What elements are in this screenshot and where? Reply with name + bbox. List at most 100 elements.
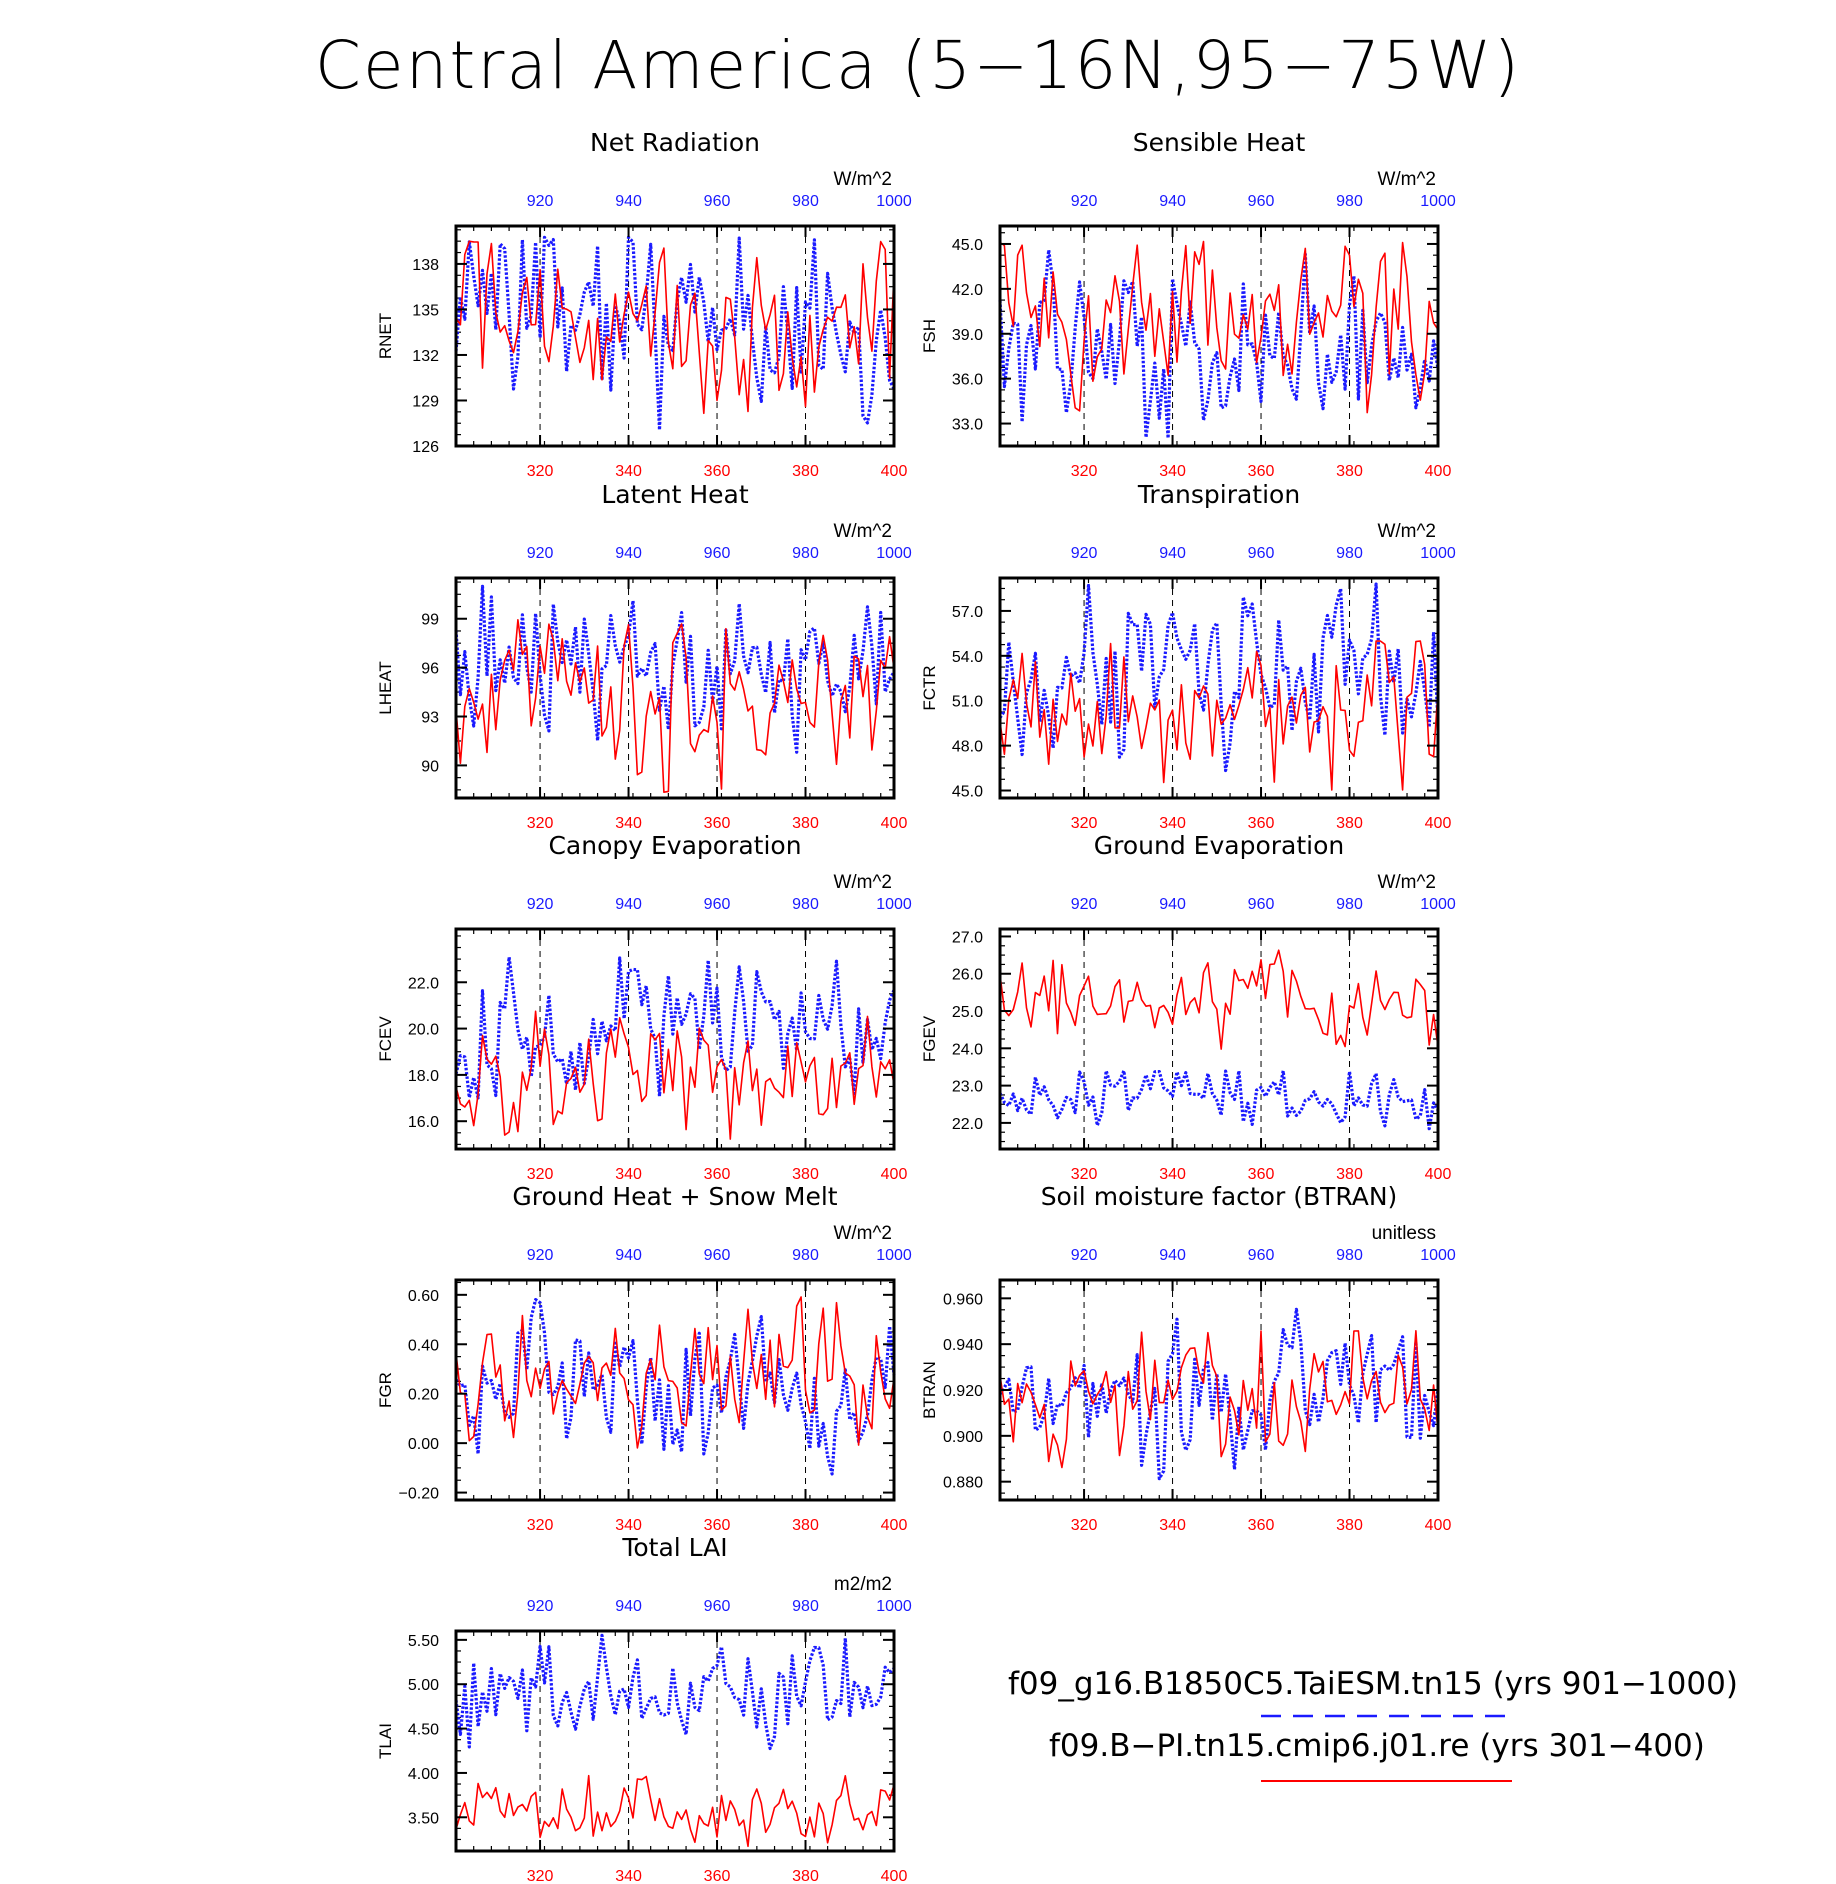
x-top-tick-label: 920 <box>1071 896 1098 913</box>
x-bottom-tick-label: 380 <box>792 463 819 480</box>
x-top-tick-label: 980 <box>792 1247 819 1264</box>
x-top-tick-label: 960 <box>704 1598 731 1615</box>
x-top-tick-label: 1000 <box>1420 193 1456 210</box>
y-tick-label: 0.880 <box>943 1475 983 1492</box>
x-top-tick-label: 940 <box>615 545 642 562</box>
x-bottom-tick-label: 400 <box>881 463 908 480</box>
x-top-tick-label: 960 <box>704 545 731 562</box>
panel-title: Ground Heat + Snow Melt <box>512 1182 837 1211</box>
plot-frame <box>454 1629 896 1853</box>
x-bottom-tick-label: 320 <box>527 1868 554 1884</box>
y-tick-label: 20.0 <box>408 1022 439 1039</box>
x-bottom-tick-label: 360 <box>704 815 731 832</box>
y-tick-label: 0.00 <box>408 1436 439 1453</box>
unit-label: W/m^2 <box>1377 521 1436 542</box>
x-top-tick-label: 960 <box>1248 545 1275 562</box>
y-tick-label: 138 <box>412 257 439 274</box>
x-bottom-tick-label: 360 <box>704 463 731 480</box>
x-bottom-tick-label: 380 <box>1336 815 1363 832</box>
x-bottom-tick-label: 320 <box>1071 815 1098 832</box>
x-top-tick-label: 920 <box>1071 545 1098 562</box>
y-tick-label: 99 <box>421 612 439 629</box>
unit-label: W/m^2 <box>833 872 892 893</box>
y-tick-label: 25.0 <box>952 1004 983 1021</box>
x-bottom-tick-label: 340 <box>615 815 642 832</box>
x-top-tick-label: 920 <box>527 193 554 210</box>
x-bottom-tick-label: 400 <box>1425 1517 1452 1534</box>
y-tick-label: 3.50 <box>408 1810 439 1827</box>
x-top-tick-label: 940 <box>1159 545 1186 562</box>
x-bottom-tick-label: 320 <box>1071 463 1098 480</box>
x-bottom-tick-label: 360 <box>1248 1517 1275 1534</box>
y-tick-label: 4.00 <box>408 1766 439 1783</box>
x-top-tick-label: 920 <box>527 545 554 562</box>
y-tick-label: 22.0 <box>952 1116 983 1133</box>
y-tick-label: −0.20 <box>399 1486 440 1503</box>
x-top-tick-label: 1000 <box>876 1598 912 1615</box>
x-top-tick-label: 960 <box>1248 1247 1275 1264</box>
x-bottom-tick-label: 340 <box>615 463 642 480</box>
y-tick-label: 5.00 <box>408 1677 439 1694</box>
y-tick-label: 0.900 <box>943 1429 983 1446</box>
y-tick-label: 39.0 <box>952 327 983 344</box>
x-bottom-tick-label: 320 <box>1071 1166 1098 1183</box>
x-bottom-tick-label: 340 <box>1159 1166 1186 1183</box>
series-line-run-b <box>455 240 895 415</box>
unit-label: W/m^2 <box>833 169 892 190</box>
x-bottom-tick-label: 380 <box>1336 1517 1363 1534</box>
plot-frame <box>454 224 896 448</box>
legend: f09_g16.B1850C5.TaiESM.tn15 (yrs 901−100… <box>1008 1666 1738 1782</box>
y-tick-label: 18.0 <box>408 1068 439 1085</box>
x-bottom-tick-label: 400 <box>881 1166 908 1183</box>
y-tick-label: 22.0 <box>408 975 439 992</box>
x-bottom-tick-label: 360 <box>704 1868 731 1884</box>
x-top-tick-label: 980 <box>1336 193 1363 210</box>
x-bottom-tick-label: 320 <box>527 1166 554 1183</box>
series-line-run-b <box>455 619 895 793</box>
x-bottom-tick-label: 340 <box>615 1868 642 1884</box>
x-top-tick-label: 920 <box>527 896 554 913</box>
x-bottom-tick-label: 320 <box>527 815 554 832</box>
y-tick-label: 48.0 <box>952 739 983 756</box>
x-top-tick-label: 920 <box>1071 1247 1098 1264</box>
plot-frame <box>454 576 896 800</box>
x-bottom-tick-label: 360 <box>704 1517 731 1534</box>
plot-frame <box>454 927 896 1151</box>
plot-frame <box>998 927 1440 1151</box>
x-bottom-tick-label: 340 <box>1159 1517 1186 1534</box>
x-bottom-tick-label: 320 <box>527 1517 554 1534</box>
y-tick-label: 0.60 <box>408 1288 439 1305</box>
y-axis-label: RNET <box>376 313 395 359</box>
panel-btran: Soil moisture factor (BTRAN) unitless 0.88… <box>920 1182 1456 1534</box>
series-line-run-a <box>998 1307 1440 1481</box>
y-tick-label: 42.0 <box>952 282 983 299</box>
panel-title: Sensible Heat <box>1133 128 1306 157</box>
legend-label-run-a: f09_g16.B1850C5.TaiESM.tn15 (yrs 901−100… <box>1008 1666 1738 1702</box>
series-line-run-b <box>455 1774 895 1848</box>
y-tick-label: 24.0 <box>952 1041 983 1058</box>
y-axis-label: FGEV <box>920 1015 939 1062</box>
x-bottom-tick-label: 400 <box>1425 1166 1452 1183</box>
x-top-tick-label: 980 <box>792 1598 819 1615</box>
y-tick-label: 0.960 <box>943 1291 983 1308</box>
series-line-run-b <box>999 949 1439 1050</box>
y-tick-label: 16.0 <box>408 1114 439 1131</box>
y-axis-label: FGR <box>376 1372 395 1408</box>
y-tick-label: 93 <box>421 710 439 727</box>
x-top-tick-label: 960 <box>1248 193 1275 210</box>
panel-title: Ground Evaporation <box>1094 831 1344 860</box>
x-top-tick-label: 1000 <box>1420 545 1456 562</box>
y-tick-label: 96 <box>421 661 439 678</box>
panel-fgr: Ground Heat + Snow Melt W/m^2 −0.20 0.00 0.2… <box>376 1182 912 1534</box>
y-tick-label: 132 <box>412 348 439 365</box>
unit-label: unitless <box>1372 1223 1436 1244</box>
series-line-run-b <box>999 240 1439 414</box>
x-bottom-tick-label: 400 <box>1425 463 1452 480</box>
x-bottom-tick-label: 400 <box>881 1868 908 1884</box>
y-tick-label: 33.0 <box>952 417 983 434</box>
legend-label-run-b: f09.B−PI.tn15.cmip6.j01.re (yrs 301−400) <box>1049 1728 1705 1764</box>
x-top-tick-label: 940 <box>1159 193 1186 210</box>
y-tick-label: 45.0 <box>952 237 983 254</box>
x-top-tick-label: 980 <box>792 896 819 913</box>
